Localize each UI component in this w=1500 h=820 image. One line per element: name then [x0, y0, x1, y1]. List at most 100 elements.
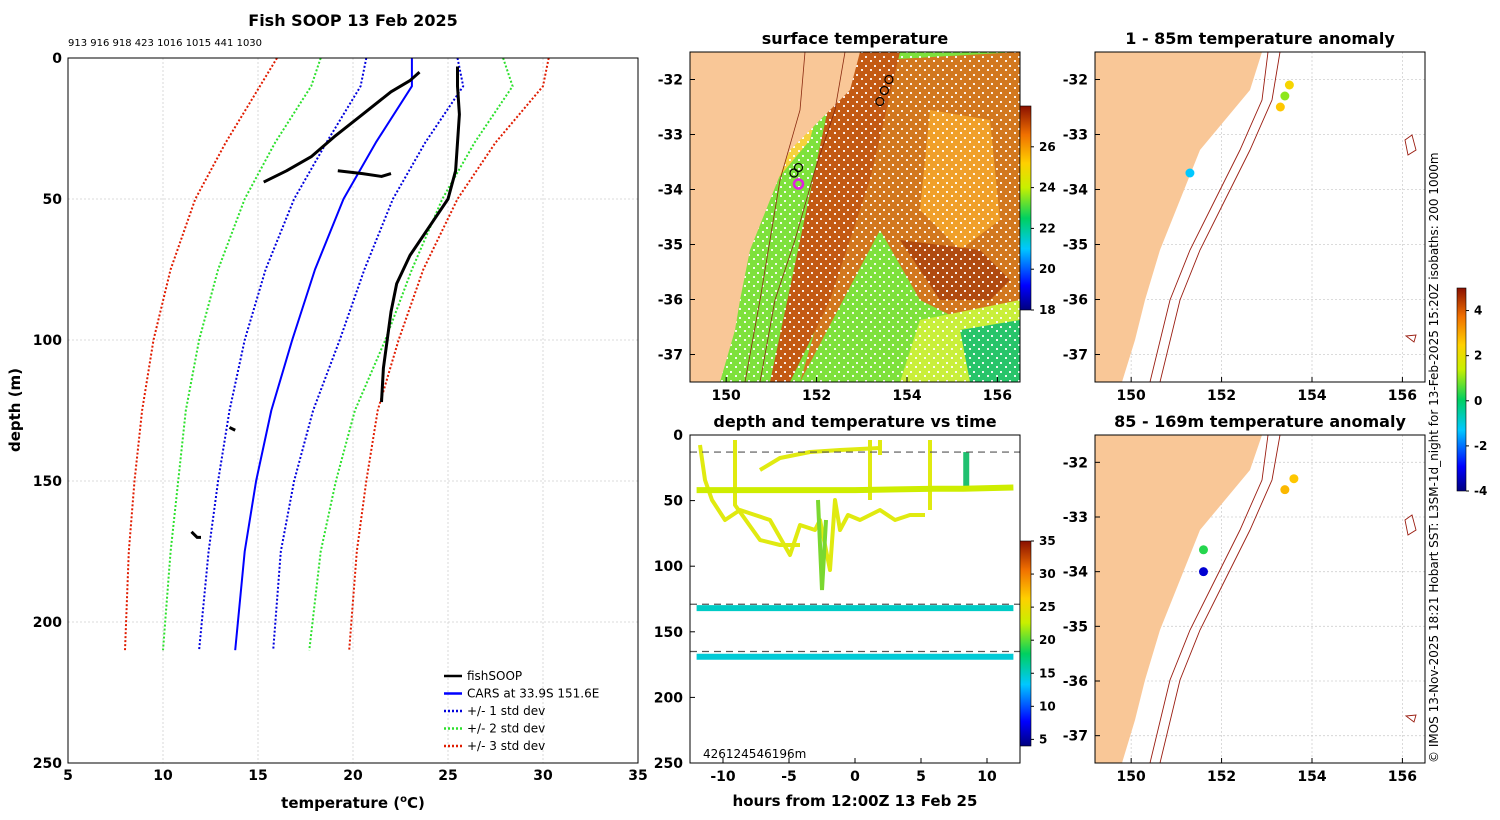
anomaly-point [1289, 474, 1299, 484]
sst-isobath-200 [744, 52, 806, 382]
anomaly-point [1284, 80, 1294, 90]
profile-ylabel: depth (m) [6, 368, 24, 452]
profile-xtick: 30 [533, 768, 553, 784]
map-ytick: -33 [658, 128, 683, 144]
map-xtick: 152 [802, 388, 831, 404]
colorbar-tick: 20 [1039, 262, 1056, 276]
anom1-isobath-1000 [1159, 52, 1281, 382]
colorbar-tick: 2 [1474, 349, 1482, 363]
map-xtick: 154 [1297, 388, 1326, 404]
time-cast [758, 446, 881, 472]
sst-marker [884, 74, 894, 85]
map-xtick: 150 [712, 388, 741, 404]
sst-title: surface temperature [762, 29, 949, 48]
sst-marker [875, 96, 885, 107]
profile-line--2-sd [162, 57, 322, 651]
legend-label: CARS at 33.9S 151.6E [467, 687, 599, 701]
map-ytick: -35 [658, 238, 683, 254]
time-xlabel: hours from 12:00Z 13 Feb 25 [733, 792, 978, 810]
anom2-title: 85 - 169m temperature anomaly [1114, 412, 1406, 431]
profile-line-fishsoop-e [190, 530, 201, 539]
time-cast [963, 452, 970, 489]
profile-grid [68, 58, 638, 763]
anom1-seamount [1404, 134, 1417, 156]
colorbar-tick: 4 [1474, 304, 1482, 318]
anomaly-colorbar-ticks: -4 -2 0 2 4 [1466, 304, 1487, 498]
profile-title: Fish SOOP 13 Feb 2025 [248, 11, 457, 30]
map-ytick: -37 [658, 348, 683, 364]
profile-xtick: 35 [628, 768, 647, 784]
map-xtick: 156 [1388, 769, 1417, 785]
sst-marker [789, 168, 799, 178]
time-xtick: 5 [916, 769, 926, 785]
map-ytick: -36 [1063, 674, 1088, 690]
map-xtick: 156 [983, 388, 1012, 404]
profile-line--3-sd [348, 57, 550, 651]
colorbar-tick: 22 [1039, 221, 1056, 235]
anomaly-point [1198, 567, 1208, 577]
map-ytick: -33 [1063, 128, 1088, 144]
colorbar-tick: 18 [1039, 303, 1056, 317]
anom1-points [1185, 80, 1294, 178]
sst-isobath-1000 [759, 52, 846, 382]
map-ytick: -37 [1063, 729, 1088, 745]
map-ytick: -34 [1063, 183, 1089, 199]
profile-ids: 913 916 918 423 1016 1015 441 1030 [68, 38, 262, 49]
colorbar-tick: -4 [1474, 484, 1487, 498]
map-xtick: 152 [1207, 388, 1236, 404]
map-ytick: -32 [658, 73, 683, 89]
colorbar-tick: 0 [1474, 394, 1482, 408]
profile-line--1-sd [198, 57, 368, 651]
time-ytick: 200 [654, 690, 683, 706]
map-ytick: -33 [1063, 510, 1088, 526]
time-ytick: 150 [654, 625, 683, 641]
anom1-isobath-200 [1149, 52, 1269, 382]
time-xtick: -5 [781, 769, 797, 785]
anomaly-point [1280, 91, 1290, 101]
anom2-seamount [1404, 514, 1417, 536]
colorbar-tick: 10 [1039, 699, 1056, 713]
anomaly-colorbar [1456, 287, 1467, 492]
map-ytick: -35 [1063, 619, 1088, 635]
profile-frame [67, 57, 639, 764]
map-ytick: -37 [1063, 348, 1088, 364]
anom1-land [1095, 52, 1262, 382]
time-xtick: 0 [850, 769, 860, 785]
time-ytick: 50 [664, 494, 684, 510]
anomaly-point [1275, 102, 1285, 112]
colorbar-tick: 5 [1039, 732, 1047, 746]
colorbar-tick: 15 [1039, 666, 1056, 680]
profile-ytick: 250 [33, 756, 62, 772]
sst-ticks: 150 152 154 156 -32 -33 -34 -35 -36 -37 [658, 73, 1012, 405]
colorbar-tick: 26 [1039, 140, 1056, 154]
profile-panel: Fish SOOP 13 Feb 2025 913 916 918 423 10… [6, 11, 648, 812]
profile-xtick: 5 [63, 768, 73, 784]
profile-line-fishsoop-b [263, 70, 421, 184]
profile-ticks: 5 10 15 20 25 30 35 0 50 100 150 200 250 [33, 51, 648, 784]
profile-xlabel: temperature (oC) [281, 794, 425, 812]
sst-panel: surface temperature 150 152 154 156 -32 -33 -3… [658, 29, 1056, 404]
profile-line-fishsoop-d [228, 426, 236, 432]
sst-colorbar [1019, 105, 1032, 311]
profile-line--1-sd [272, 57, 465, 651]
colorbar-tick: 24 [1039, 181, 1056, 195]
time-depth-note: 426124546196m [703, 747, 806, 761]
time-series-line [696, 484, 1014, 494]
profile-xtick: 10 [153, 768, 173, 784]
time-cast [733, 440, 800, 547]
profile-ytick: 0 [52, 51, 62, 67]
profile-line-fishsoop-a [380, 66, 461, 403]
profile-line--3-sd [124, 57, 278, 651]
profile-line--2-sd [308, 57, 514, 651]
colorbar-tick: 30 [1039, 567, 1056, 581]
time-xtick: -10 [710, 769, 736, 785]
legend-label: fishSOOP [467, 669, 522, 683]
time-colorbar-ticks: 5 10 15 20 25 30 35 [1031, 534, 1056, 746]
time-ytick: 250 [654, 756, 683, 772]
time-title: depth and temperature vs time [713, 412, 996, 431]
profile-line-fishsoop-c [337, 169, 392, 178]
profile-ytick: 100 [33, 333, 62, 349]
sst-colorbar-ticks: 18 20 22 24 26 [1031, 140, 1056, 317]
